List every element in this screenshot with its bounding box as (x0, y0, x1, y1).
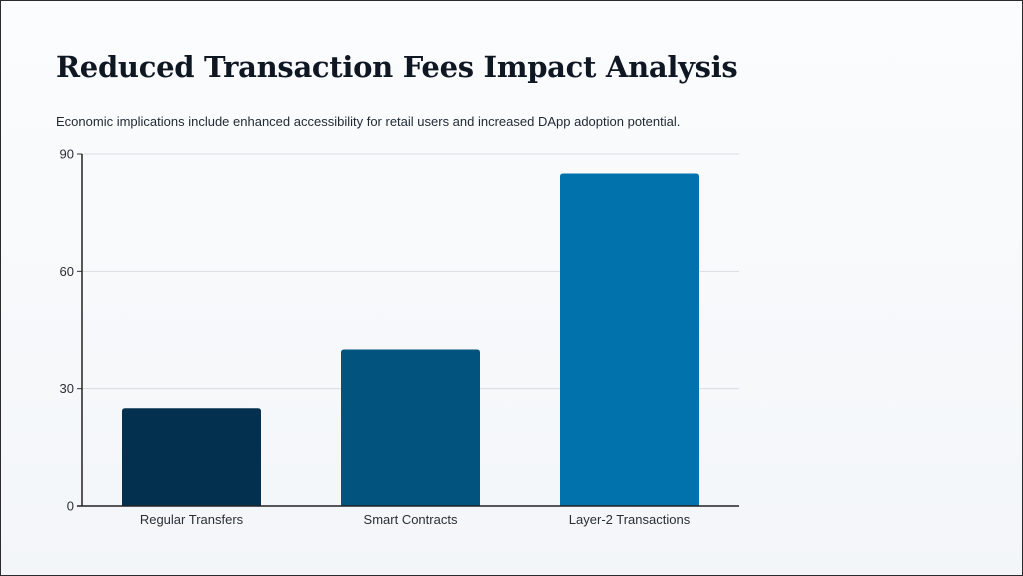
x-category-labels: Regular Transfers Smart Contracts Layer-2 … (140, 512, 691, 527)
page-subtitle: Economic implications include enhanced a… (56, 114, 681, 129)
axes (77, 153, 739, 507)
bar-smart-contracts (341, 349, 480, 506)
x-category-label: Regular Transfers (140, 512, 244, 527)
bar-regular-transfers (122, 408, 261, 506)
y-tick-label: 90 (60, 147, 74, 162)
y-tick-label: 30 (60, 381, 74, 396)
bar-layer-2-transactions (560, 173, 699, 507)
y-tick-labels: 0 30 60 90 (60, 147, 74, 514)
x-category-label: Layer-2 Transactions (569, 512, 691, 527)
bars (122, 173, 699, 507)
y-tick-label: 60 (60, 264, 74, 279)
y-tick-label: 0 (67, 499, 74, 514)
x-category-label: Smart Contracts (364, 512, 458, 527)
page-title: Reduced Transaction Fees Impact Analysis (56, 50, 738, 84)
